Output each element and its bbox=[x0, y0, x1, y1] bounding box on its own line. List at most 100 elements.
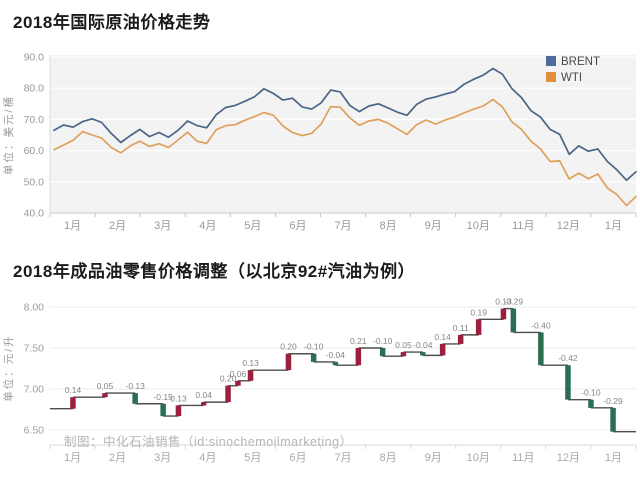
price-increase-bar bbox=[247, 370, 254, 381]
svg-text:0.13: 0.13 bbox=[242, 358, 259, 368]
svg-text:8.00: 8.00 bbox=[24, 302, 45, 314]
svg-text:-0.04: -0.04 bbox=[326, 350, 346, 360]
svg-text:80.0: 80.0 bbox=[24, 83, 45, 95]
plot-background bbox=[50, 55, 636, 213]
price-increase-bar bbox=[102, 393, 108, 398]
svg-text:8月: 8月 bbox=[380, 220, 397, 232]
svg-text:3月: 3月 bbox=[154, 220, 171, 232]
price-increase-bar bbox=[285, 353, 292, 371]
price-decrease-bar bbox=[332, 361, 339, 366]
svg-text:11月: 11月 bbox=[512, 220, 534, 232]
price-decrease-bar bbox=[610, 407, 616, 432]
svg-text:6月: 6月 bbox=[289, 220, 306, 232]
svg-text:-0.29: -0.29 bbox=[603, 396, 623, 406]
retail-price-chart-title: 2018年成品油零售价格调整（以北京92#汽油为例） bbox=[13, 262, 416, 281]
y-tick-labels: 90.0 80.0 70.0 60.0 50.0 40.0 bbox=[24, 52, 45, 220]
svg-text:70.0: 70.0 bbox=[24, 114, 45, 126]
svg-text:0.14: 0.14 bbox=[65, 385, 82, 395]
price-increase-bar bbox=[439, 343, 446, 356]
svg-text:-0.10: -0.10 bbox=[304, 342, 324, 352]
attribution-text: 制图：中化石油销售（id:sinochemoilmarketing） bbox=[64, 435, 353, 449]
price-increase-bar bbox=[500, 308, 507, 320]
svg-text:0.19: 0.19 bbox=[470, 307, 487, 317]
svg-text:90.0: 90.0 bbox=[24, 52, 45, 64]
y-axis-unit-label: 单位：美元/桶 bbox=[2, 95, 15, 175]
svg-text:2月: 2月 bbox=[109, 220, 126, 232]
x-tick-labels: 1月 2月 3月 4月 5月 6月 7月 8月 9月 10月 11月 12月 1月 bbox=[64, 220, 622, 232]
svg-text:0.04: 0.04 bbox=[195, 390, 212, 400]
svg-text:2月: 2月 bbox=[109, 452, 126, 464]
brent-legend-swatch bbox=[546, 56, 556, 66]
price-increase-bar bbox=[225, 385, 231, 403]
svg-text:1月: 1月 bbox=[605, 220, 622, 232]
svg-text:5月: 5月 bbox=[244, 452, 261, 464]
price-increase-bar bbox=[175, 405, 182, 417]
legend: BRENT WTI bbox=[546, 56, 600, 84]
svg-text:0.13: 0.13 bbox=[170, 393, 187, 403]
axes bbox=[49, 55, 637, 217]
price-increase-bar bbox=[475, 319, 482, 335]
svg-text:4月: 4月 bbox=[199, 452, 216, 464]
price-decrease-bar bbox=[565, 365, 571, 400]
svg-text:50.0: 50.0 bbox=[24, 176, 45, 188]
svg-text:-0.42: -0.42 bbox=[558, 353, 578, 363]
svg-text:BRENT: BRENT bbox=[561, 56, 600, 68]
price-decrease-bar bbox=[420, 352, 426, 356]
price-increase-bar bbox=[457, 334, 464, 344]
svg-text:1月: 1月 bbox=[605, 452, 622, 464]
price-decrease-bar bbox=[310, 353, 317, 362]
crude-oil-chart-title: 2018年国际原油价格走势 bbox=[13, 13, 211, 32]
svg-text:7月: 7月 bbox=[334, 452, 351, 464]
crude-oil-line-chart: 90.0 80.0 70.0 60.0 50.0 40.0 1月 2月 3月 4月 5月 6月 7月 8月… bbox=[2, 52, 637, 232]
svg-text:单位：元/升: 单位：元/升 bbox=[2, 334, 15, 401]
price-decrease-bar bbox=[588, 399, 594, 408]
svg-text:-0.40: -0.40 bbox=[531, 320, 551, 330]
svg-text:8月: 8月 bbox=[380, 452, 397, 464]
svg-text:-0.29: -0.29 bbox=[504, 297, 524, 307]
svg-text:0.20: 0.20 bbox=[280, 342, 297, 352]
legend-item-wti: WTI bbox=[546, 72, 582, 84]
svg-text:5月: 5月 bbox=[244, 220, 261, 232]
y-axis-unit-label: 单位：元/升 bbox=[2, 334, 15, 401]
svg-text:0.21: 0.21 bbox=[350, 336, 367, 346]
price-decrease-bar bbox=[510, 308, 517, 333]
price-decrease-bar bbox=[538, 332, 544, 366]
svg-text:9月: 9月 bbox=[425, 452, 442, 464]
svg-text:40.0: 40.0 bbox=[24, 208, 45, 220]
svg-text:WTI: WTI bbox=[561, 72, 582, 84]
svg-text:-0.04: -0.04 bbox=[413, 340, 433, 350]
svg-text:6.50: 6.50 bbox=[24, 425, 45, 437]
svg-text:4月: 4月 bbox=[199, 220, 216, 232]
price-decrease-bar bbox=[132, 393, 138, 404]
price-increase-bar bbox=[400, 352, 407, 357]
y-tick-labels: 8.00 7.50 7.00 6.50 bbox=[24, 302, 45, 437]
svg-text:7.00: 7.00 bbox=[24, 384, 45, 396]
step-labels: 0.14 0.05 -0.13-0.150.13 0.040.200.060.130.… bbox=[65, 297, 623, 406]
svg-text:3月: 3月 bbox=[154, 452, 171, 464]
price-increase-bar bbox=[235, 380, 241, 386]
svg-text:10月: 10月 bbox=[467, 452, 490, 464]
svg-text:-0.10: -0.10 bbox=[581, 388, 601, 398]
step-bars bbox=[70, 308, 616, 432]
x-tick-labels: 1月 2月 3月 4月 5月 6月 7月 8月 9月 10月 11月 12月 1月 bbox=[64, 452, 622, 464]
svg-text:0.05: 0.05 bbox=[395, 340, 412, 350]
wti-line bbox=[53, 98, 637, 207]
svg-text:-0.15: -0.15 bbox=[153, 392, 173, 402]
axes bbox=[49, 444, 637, 449]
price-increase-bar bbox=[201, 402, 207, 406]
svg-text:11月: 11月 bbox=[512, 452, 534, 464]
svg-text:单位：美元/桶: 单位：美元/桶 bbox=[2, 95, 15, 175]
svg-text:-0.13: -0.13 bbox=[126, 381, 146, 391]
svg-text:10月: 10月 bbox=[467, 220, 490, 232]
svg-text:0.14: 0.14 bbox=[434, 332, 451, 342]
svg-text:0.05: 0.05 bbox=[97, 381, 114, 391]
svg-text:1月: 1月 bbox=[64, 220, 81, 232]
svg-text:0.20: 0.20 bbox=[220, 374, 237, 384]
wti-legend-swatch bbox=[546, 72, 556, 82]
svg-text:0.06: 0.06 bbox=[230, 369, 247, 379]
price-increase-bar bbox=[355, 348, 362, 366]
retail-price-step-chart: 8.00 7.50 7.00 6.50 1月 2月 3月 4月 5月 6月 7月 8月 9月 10月 11月… bbox=[2, 297, 637, 464]
svg-text:60.0: 60.0 bbox=[24, 145, 45, 157]
svg-text:6月: 6月 bbox=[289, 452, 306, 464]
